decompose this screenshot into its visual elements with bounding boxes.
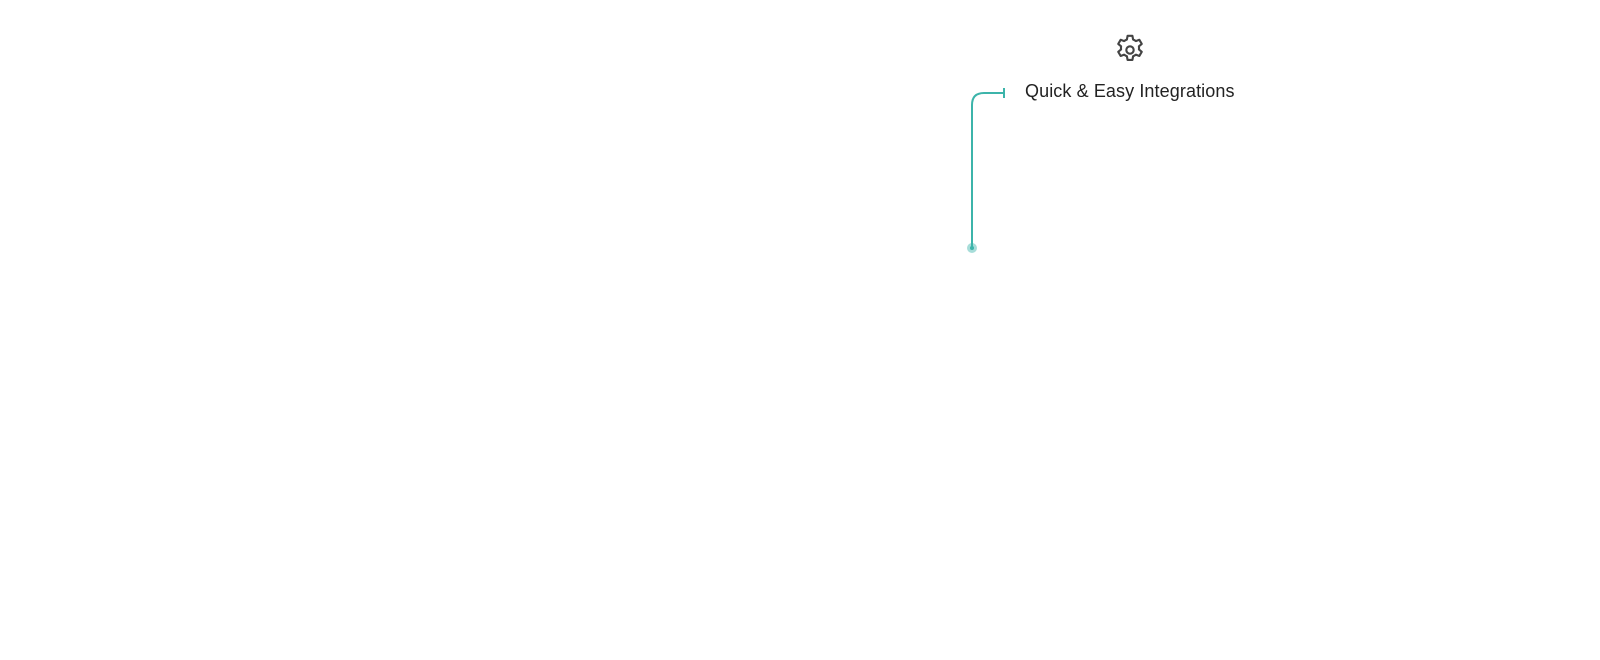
feature-title: Quick & Easy Integrations: [1025, 81, 1235, 101]
connector-line: [967, 88, 1005, 253]
gear-icon: [1117, 34, 1143, 61]
